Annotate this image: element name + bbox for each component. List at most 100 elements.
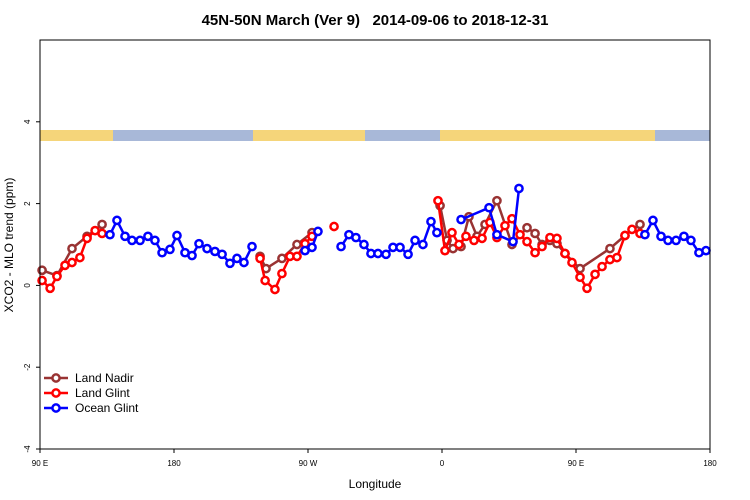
data-point <box>530 247 540 258</box>
data-point <box>410 235 420 246</box>
data-point <box>454 239 464 250</box>
land-sea-strip <box>40 130 710 141</box>
data-point <box>82 233 92 244</box>
legend-marker <box>51 373 61 383</box>
data-point <box>679 231 689 242</box>
data-point <box>514 183 524 194</box>
legend-marker <box>51 388 61 398</box>
data-point <box>567 257 577 268</box>
data-point <box>461 231 471 242</box>
data-point <box>239 257 249 268</box>
y-tick-label: 0 <box>23 283 32 288</box>
data-point <box>432 227 442 238</box>
data-point <box>202 243 212 254</box>
data-point <box>530 228 540 239</box>
data-point <box>45 283 55 294</box>
data-point <box>260 275 270 286</box>
data-point <box>671 235 681 246</box>
data-point <box>620 230 630 241</box>
data-point <box>135 235 145 246</box>
data-point <box>194 238 204 249</box>
data-point <box>255 253 265 264</box>
data-point <box>522 236 532 247</box>
data-point <box>656 231 666 242</box>
data-point <box>612 252 622 263</box>
data-point <box>522 222 532 233</box>
data-point <box>187 250 197 261</box>
legend-label: Ocean Glint <box>75 401 139 415</box>
data-point <box>560 248 570 259</box>
data-point <box>492 195 502 206</box>
data-point <box>127 235 137 246</box>
data-point <box>75 252 85 263</box>
y-axis-label: XCO2 - MLO trend (ppm) <box>2 178 16 313</box>
data-point <box>605 243 615 254</box>
data-point <box>418 239 428 250</box>
data-point <box>157 247 167 258</box>
data-point <box>590 269 600 280</box>
data-point <box>351 232 361 243</box>
x-tick-label: 180 <box>703 459 717 468</box>
data-point <box>537 241 547 252</box>
data-point <box>635 219 645 230</box>
data-point <box>640 229 650 240</box>
legend-marker <box>51 403 61 413</box>
data-point <box>648 215 658 226</box>
data-point <box>172 230 182 241</box>
x-axis-label: Longitude <box>349 477 402 491</box>
data-point <box>500 220 510 231</box>
y-tick-label: -4 <box>23 445 32 453</box>
y-tick-label: -2 <box>23 363 32 371</box>
data-point <box>307 242 317 253</box>
data-point <box>67 257 77 268</box>
x-tick-label: 180 <box>167 459 181 468</box>
data-point <box>313 226 323 237</box>
plot-area <box>37 183 711 295</box>
data-point <box>225 258 235 269</box>
data-point <box>484 202 494 213</box>
data-point <box>575 272 585 283</box>
legend-label: Land Nadir <box>75 371 134 385</box>
data-point <box>120 231 130 242</box>
data-point <box>277 253 287 264</box>
data-point <box>381 249 391 260</box>
x-tick-label: 90 E <box>568 459 584 468</box>
x-tick-label: 90 W <box>299 459 318 468</box>
data-point <box>447 227 457 238</box>
x-tick-label: 90 E <box>32 459 48 468</box>
data-point <box>469 235 479 246</box>
data-point <box>336 241 346 252</box>
data-point <box>686 235 696 246</box>
data-point <box>477 233 487 244</box>
data-point <box>277 268 287 279</box>
data-point <box>112 215 122 226</box>
data-point <box>515 229 525 240</box>
y-tick-label: 2 <box>23 201 32 206</box>
data-point <box>270 284 280 295</box>
data-point <box>433 195 443 206</box>
data-point <box>247 241 257 252</box>
y-tick-label: 4 <box>23 119 32 124</box>
data-point <box>232 253 242 264</box>
data-point <box>395 242 405 253</box>
x-tick-label: 0 <box>440 459 445 468</box>
data-point <box>492 229 502 240</box>
data-point <box>508 236 518 247</box>
data-point <box>552 233 562 244</box>
data-point <box>597 261 607 272</box>
data-point <box>292 251 302 262</box>
data-point <box>663 235 673 246</box>
data-point <box>627 224 637 235</box>
data-point <box>97 228 107 239</box>
legend-label: Land Glint <box>75 386 130 400</box>
data-point <box>97 219 107 230</box>
data-point <box>701 245 711 256</box>
data-point <box>359 239 369 250</box>
data-point <box>105 229 115 240</box>
data-point <box>329 221 339 232</box>
data-point <box>165 244 175 255</box>
data-point <box>52 271 62 282</box>
data-point <box>456 214 466 225</box>
data-point <box>217 249 227 260</box>
